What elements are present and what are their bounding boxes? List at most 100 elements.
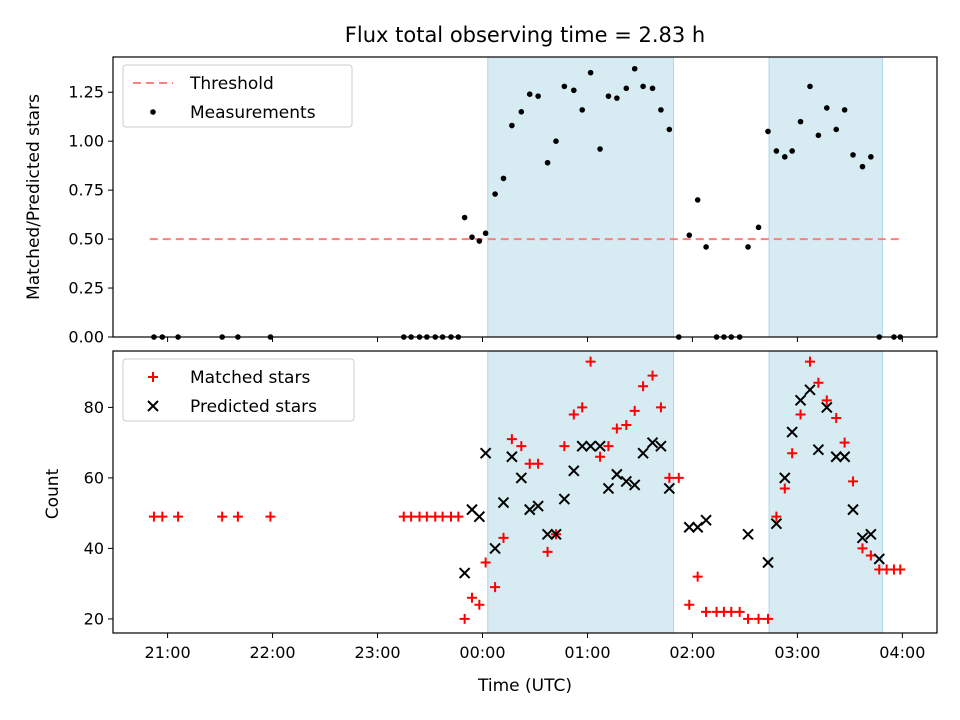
measurement-point	[553, 138, 559, 144]
measurement-point	[640, 83, 646, 90]
measurement-point	[518, 109, 525, 115]
matched-star-point	[217, 511, 228, 522]
matched-star-point	[701, 606, 712, 617]
matched-star-point	[498, 532, 509, 543]
measurement-point	[509, 122, 515, 129]
x-tick-label: 21:00	[145, 643, 191, 662]
predicted-star-point	[515, 472, 528, 484]
y-tick-label: 0.75	[68, 181, 104, 200]
matched-star-point	[542, 546, 553, 557]
matched-star-point	[506, 434, 517, 445]
measurement-point	[579, 107, 586, 113]
measurement-point	[482, 230, 489, 237]
measurement-point	[587, 69, 594, 76]
y-tick-label: 1.00	[68, 132, 104, 151]
bottom-y-axis-label: Count	[43, 468, 63, 519]
measurement-point	[850, 152, 856, 158]
measurement-point	[469, 234, 475, 240]
predicted-star-point	[637, 447, 649, 459]
matched-star-point	[753, 613, 764, 624]
predicted-star-point	[611, 468, 623, 481]
x-tick-label: 04:00	[879, 643, 925, 662]
predicted-star-point	[683, 521, 695, 533]
matched-star-point	[490, 582, 501, 593]
matched-star-point	[533, 458, 544, 469]
legend-label: Predicted stars	[190, 397, 317, 417]
predicted-star-point	[786, 426, 798, 438]
predicted-star-point	[550, 528, 562, 541]
matched-star-point	[406, 511, 417, 522]
matched-star-point	[232, 511, 243, 522]
predicted-star-point	[838, 451, 851, 463]
predicted-star-point	[646, 436, 659, 449]
matched-star-point	[603, 441, 614, 452]
legend-box	[122, 64, 353, 128]
matched-star-point	[621, 420, 632, 431]
matched-star-point	[771, 511, 782, 522]
legend-predicted-swatch	[147, 400, 159, 412]
matched-star-point	[734, 606, 745, 617]
measurement-point	[789, 148, 795, 154]
bottom-panel: 20 40 60 80 21:00 22:00 23:00 00:00 01:00 02:00 03…	[84, 350, 938, 662]
matched-star-point	[813, 377, 824, 388]
predicted-star-point	[576, 440, 588, 452]
measurement-point	[605, 93, 612, 99]
predicted-star-point	[873, 553, 885, 565]
measurement-point	[597, 146, 603, 152]
measurement-point	[859, 163, 866, 170]
predicted-star-point	[742, 528, 754, 541]
predicted-star-point	[458, 567, 471, 579]
measurement-point	[833, 126, 840, 133]
matched-star-point	[148, 511, 159, 522]
observing-window-2	[768, 56, 883, 338]
matched-star-point	[638, 381, 649, 392]
matched-star-point	[480, 557, 491, 568]
y-tick-label: 20	[84, 609, 104, 628]
measurement-point	[658, 107, 664, 113]
matched-star-point	[265, 511, 276, 522]
measurement-point	[571, 87, 577, 94]
predicted-star-point	[856, 532, 869, 544]
measurement-point	[526, 91, 533, 98]
matched-star-point	[437, 511, 448, 522]
predicted-star-point	[532, 500, 544, 512]
predicted-star-point	[700, 514, 712, 526]
predicted-star-point	[804, 384, 816, 396]
measurement-point	[666, 126, 673, 133]
matched-star-point	[524, 458, 535, 469]
matched-star-point	[787, 448, 798, 459]
y-tick-label: 0.00	[68, 328, 104, 347]
predicted-star-point	[479, 447, 492, 459]
matched-star-point	[804, 356, 815, 367]
matched-star-point	[763, 613, 774, 624]
top-y-axis-label: Matched/Predicted stars	[24, 94, 44, 300]
measurement-point	[703, 244, 709, 250]
y-tick-label: 1.25	[68, 83, 104, 102]
measurement-point	[623, 85, 630, 92]
measurement-point	[823, 105, 830, 111]
matched-star-point	[655, 402, 666, 413]
matched-star-point	[831, 412, 842, 423]
predicted-star-point	[794, 394, 807, 407]
measurement-point	[500, 175, 507, 182]
legend-matched-swatch	[148, 372, 158, 382]
x-tick-label: 03:00	[774, 643, 820, 662]
predicted-star-point	[762, 556, 774, 569]
predicted-star-point	[779, 472, 791, 484]
y-tick-label: 0.25	[68, 279, 104, 298]
legend-label: Threshold	[189, 74, 274, 94]
measurement-point	[561, 83, 568, 90]
predicted-star-point	[821, 401, 833, 414]
y-tick-label: 40	[84, 539, 104, 558]
predicted-star-point	[830, 451, 842, 463]
measurement-point	[476, 238, 483, 244]
x-tick-label: 23:00	[354, 643, 400, 662]
measurement-point	[614, 95, 620, 101]
matched-star-point	[821, 395, 832, 406]
matched-star-point	[839, 437, 850, 448]
matched-star-point	[157, 511, 168, 522]
measurement-point	[535, 93, 541, 99]
predicted-star-point	[847, 503, 859, 516]
measurement-point	[781, 154, 788, 160]
measurement-point	[694, 197, 701, 203]
